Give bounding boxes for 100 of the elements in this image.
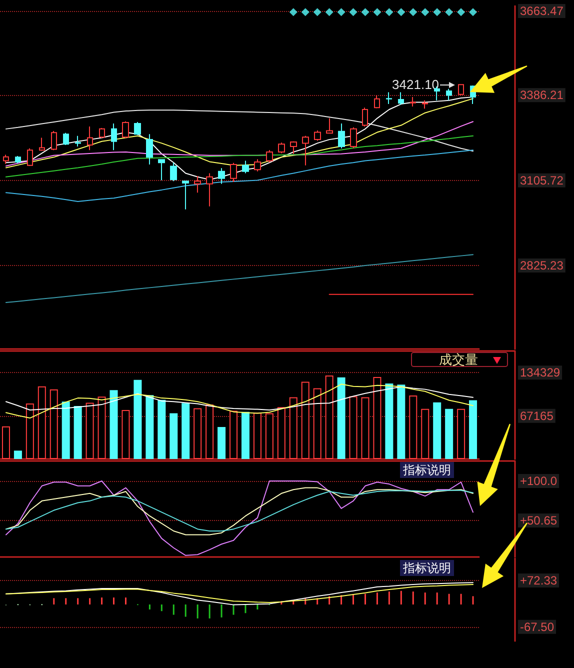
candlestick <box>99 128 105 139</box>
line-series <box>5 135 474 178</box>
bar <box>373 376 382 459</box>
candlestick <box>278 142 285 154</box>
bar <box>26 403 34 459</box>
candlestick <box>87 126 93 151</box>
bar <box>134 380 142 459</box>
candlestick <box>206 172 213 207</box>
bar <box>230 410 238 459</box>
bar <box>361 397 370 459</box>
y-tick-label: 2825.23 <box>520 258 564 272</box>
bar <box>421 408 430 459</box>
bar <box>265 413 274 459</box>
bar <box>241 412 250 459</box>
candlestick <box>386 92 392 105</box>
bar <box>158 400 166 459</box>
bar <box>2 426 10 459</box>
candlestick <box>446 88 452 101</box>
annotation: 指标说明 <box>402 561 451 575</box>
bar <box>397 384 406 459</box>
y-tick-label: +72.33 <box>520 573 558 588</box>
candlestick <box>290 140 297 154</box>
candlestick <box>266 150 273 163</box>
candlestick <box>410 96 416 107</box>
candlestick <box>27 148 33 166</box>
bar <box>38 386 46 459</box>
candlestick <box>458 84 464 96</box>
candlestick <box>3 154 9 164</box>
candlestick <box>314 130 321 142</box>
bar <box>385 384 394 459</box>
candlestick <box>146 134 153 165</box>
candlestick <box>51 130 57 151</box>
candlestick <box>75 135 81 148</box>
y-tick-label: 3663.47 <box>520 4 564 18</box>
bar <box>170 413 178 459</box>
bar <box>146 395 154 459</box>
bar <box>86 402 94 459</box>
candlestick <box>218 168 225 184</box>
bar <box>253 412 262 459</box>
candlestick <box>111 122 117 151</box>
bar <box>313 388 322 459</box>
candlestick <box>398 92 404 106</box>
candlestick <box>39 137 45 152</box>
bar <box>409 395 418 459</box>
y-tick-label: 67165 <box>520 408 554 423</box>
candlestick <box>242 160 249 174</box>
line-series <box>5 480 474 556</box>
candlestick <box>374 94 380 109</box>
bar <box>122 410 130 459</box>
candlestick <box>350 126 357 149</box>
bar <box>218 427 226 459</box>
candlestick <box>122 120 129 139</box>
bar <box>289 397 298 459</box>
bar <box>74 406 82 459</box>
bar <box>457 408 466 459</box>
bar <box>98 396 106 459</box>
bar <box>301 382 310 459</box>
line-series <box>5 254 474 304</box>
bar <box>433 402 442 459</box>
line-series <box>5 384 474 419</box>
candlestick <box>230 162 237 183</box>
candlestick <box>158 158 165 181</box>
annotation: 3421.10 <box>392 77 440 92</box>
bar <box>182 403 190 459</box>
candlestick <box>422 100 428 110</box>
y-tick-label: 134329 <box>520 366 560 380</box>
candlestick <box>63 132 69 146</box>
candlestick <box>15 155 21 164</box>
candlestick <box>182 180 189 210</box>
candlestick <box>362 107 368 128</box>
y-tick-label: 3105.72 <box>520 173 564 188</box>
bar <box>50 389 58 459</box>
candlestick <box>134 121 141 136</box>
candlestick <box>326 118 333 134</box>
line-series <box>5 150 474 202</box>
bar <box>14 450 22 459</box>
line-series <box>5 98 474 168</box>
annotation: 指标说明 <box>402 463 451 477</box>
bar <box>62 402 70 459</box>
candlestick <box>254 158 261 172</box>
line-series <box>5 386 474 411</box>
line-series <box>5 110 474 152</box>
y-tick-label: +50.65 <box>520 513 558 528</box>
y-tick-label: 3386.21 <box>520 88 564 102</box>
bar <box>110 390 118 459</box>
y-tick-label: -67.50 <box>520 620 554 634</box>
candlestick <box>302 135 309 166</box>
bar <box>445 408 454 459</box>
candlestick <box>338 122 345 149</box>
bar <box>469 400 478 459</box>
chart-title: 成交量 <box>439 352 478 367</box>
bar <box>194 408 202 459</box>
bar <box>337 377 346 459</box>
bar <box>206 404 214 459</box>
candlestick <box>194 175 201 194</box>
bar <box>277 407 286 459</box>
bar <box>325 376 334 459</box>
bar <box>349 396 358 459</box>
y-tick-label: +100.0 <box>520 474 558 488</box>
candlestick <box>170 162 177 182</box>
